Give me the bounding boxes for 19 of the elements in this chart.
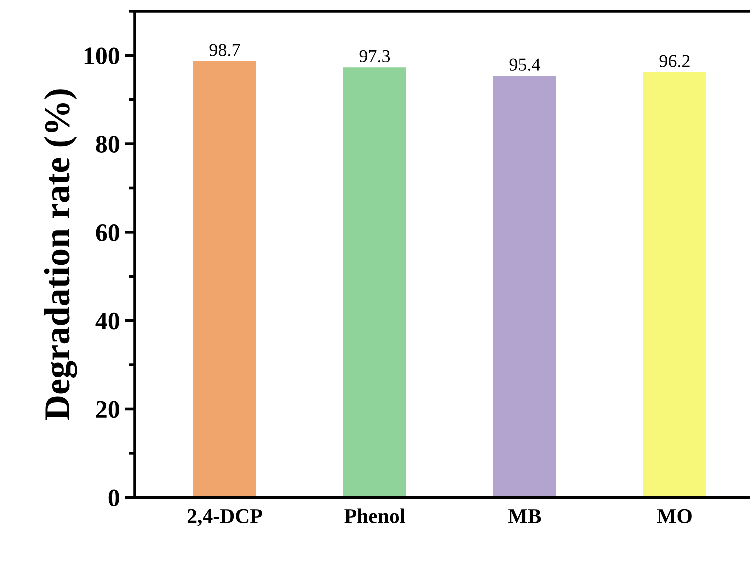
data-label: 98.7	[210, 44, 240, 56]
y-tick-label: 80	[96, 136, 120, 153]
data-label: 96.2	[660, 55, 690, 68]
y-axis-title: Degradation rate (%)	[44, 90, 78, 420]
x-tick-label: MB	[508, 510, 542, 524]
bar	[194, 61, 256, 498]
data-label: 95.4	[510, 58, 541, 71]
x-tick-label: Phenol	[344, 508, 406, 524]
x-tick-label: MO	[657, 509, 692, 524]
bar	[344, 68, 406, 498]
bar	[644, 72, 706, 498]
y-tick-label: 20	[96, 401, 120, 418]
y-tick-label: 60	[96, 224, 120, 242]
bar	[494, 76, 556, 498]
y-tick-label: 100	[84, 48, 120, 65]
y-tick-label: 0	[108, 490, 120, 507]
y-tick-label: 40	[96, 312, 120, 330]
data-label: 97.3	[360, 50, 390, 63]
x-tick-label: 2,4-DCP	[188, 509, 262, 526]
